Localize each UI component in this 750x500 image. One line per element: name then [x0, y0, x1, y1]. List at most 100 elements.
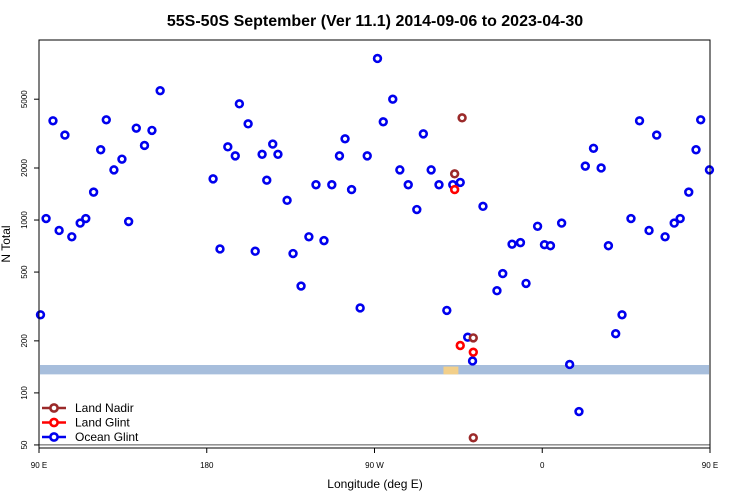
ocean-glint-point [117, 154, 127, 164]
ocean-glint-point [532, 221, 543, 231]
ocean-glint-point [346, 184, 357, 195]
y-axis: 50 100 200 500 1000 2000 5000 [20, 90, 39, 449]
ocean-glint-point [362, 151, 372, 161]
ocean-glint-point [304, 232, 314, 242]
legend-marker [49, 432, 59, 442]
x-axis: 90 E 180 90 W 0 90 E [31, 448, 718, 470]
ocean-glint-point [675, 213, 685, 224]
ocean-glint-point [101, 115, 111, 125]
chart-title: 55S-50S September (Ver 11.1) 2014-09-06 … [167, 13, 583, 30]
legend-label: Land Glint [75, 416, 130, 430]
ocean-glint-point [521, 278, 531, 289]
ocean-glint-point [669, 218, 679, 228]
land-nadir-point [468, 433, 478, 443]
ocean-glint-point [418, 129, 429, 139]
ocean-glint-point [334, 151, 345, 161]
ocean-glint-point [574, 406, 584, 417]
ocean-glint-point [355, 303, 365, 313]
legend-label: Land Nadir [75, 401, 134, 415]
ocean-glint-point [455, 177, 465, 188]
ocean-glint-point [467, 356, 478, 366]
ocean-glint-point [610, 329, 621, 339]
ocean-glint-point [215, 244, 225, 254]
legend-label: Ocean Glint [75, 430, 139, 444]
ocean-glint-point [580, 161, 591, 171]
ocean-glint-point [262, 175, 272, 185]
ocean-glint-point [372, 53, 383, 64]
ocean-glint-point [67, 232, 77, 242]
ocean-glint-point [75, 218, 85, 228]
ocean-glint-point [223, 142, 233, 152]
legend-marker [49, 403, 59, 413]
ocean-glint-point [691, 145, 701, 155]
shaded-band [40, 365, 709, 375]
y-tick-label: 5000 [20, 90, 29, 108]
ocean-glint-point [378, 117, 388, 127]
ocean-glint-point [131, 123, 141, 133]
x-tick-label: 90 E [702, 461, 718, 470]
ocean-glint-point [442, 305, 452, 316]
ocean-glint-point [319, 235, 329, 246]
ocean-glint-point [412, 204, 422, 215]
ocean-glint-point [147, 125, 157, 136]
ocean-glint-point [644, 225, 654, 236]
ocean-glint-point [651, 130, 662, 140]
ocean-glint-point [288, 248, 298, 259]
band-layer [40, 365, 709, 375]
ocean-glint-point [109, 165, 119, 175]
ocean-glint-point [35, 310, 46, 320]
ocean-glint-point [243, 119, 253, 129]
ocean-glint-point [88, 187, 99, 197]
ocean-glint-point [626, 213, 636, 224]
ocean-glint-point [273, 149, 283, 159]
ocean-glint-point [95, 145, 106, 155]
x-axis-title: Longitude (deg E) [327, 477, 422, 491]
ocean-glint-point [327, 180, 337, 190]
ocean-glint-point [41, 213, 51, 224]
ocean-glint-point [54, 225, 64, 236]
ocean-glint-point [268, 139, 278, 149]
ocean-glint-point [234, 99, 245, 109]
y-tick-label: 100 [20, 386, 29, 400]
ocean-glint-point [426, 165, 436, 175]
legend-marker [49, 417, 59, 428]
ocean-glint-point [545, 241, 556, 251]
ocean-glint-point [81, 213, 91, 224]
ocean-glint-point [257, 149, 267, 159]
ocean-glint-point [60, 130, 70, 140]
ocean-glint-point [492, 286, 502, 296]
ocean-glint-point [704, 165, 715, 175]
ocean-glint-point [123, 216, 134, 227]
ocean-glint-point [434, 180, 444, 190]
y-tick-label: 500 [20, 265, 29, 279]
ocean-glint-point [498, 268, 508, 279]
ocean-glint-point [296, 281, 306, 291]
ocean-glint-point [634, 116, 645, 126]
land-glint-point [468, 347, 478, 357]
x-tick-label: 90 W [365, 461, 384, 470]
y-tick-label: 1000 [20, 211, 29, 229]
land-strip [443, 366, 459, 375]
ocean-glint-point [388, 94, 398, 104]
ocean-glint-point [230, 151, 240, 161]
ocean-glint-point [340, 134, 350, 144]
ocean-glint-point [478, 201, 488, 212]
ocean-glint-point [556, 218, 567, 228]
x-tick-label: 0 [540, 461, 545, 470]
ocean-glint-point [395, 165, 405, 175]
ocean-glint-point [684, 187, 694, 197]
land-glint-point [455, 340, 465, 351]
land-nadir-point [468, 333, 478, 343]
ocean-glint-point [403, 180, 413, 190]
ocean-glint-point [564, 359, 575, 370]
y-tick-label: 200 [20, 334, 29, 348]
ocean-glint-point [695, 115, 706, 125]
ocean-glint-point [507, 239, 517, 249]
points-layer [35, 53, 715, 443]
ocean-glint-point [617, 310, 627, 320]
x-tick-label: 90 E [31, 461, 47, 470]
x-tick-label: 180 [200, 461, 214, 470]
ocean-glint-point [208, 174, 218, 184]
ocean-glint-point [588, 143, 599, 153]
